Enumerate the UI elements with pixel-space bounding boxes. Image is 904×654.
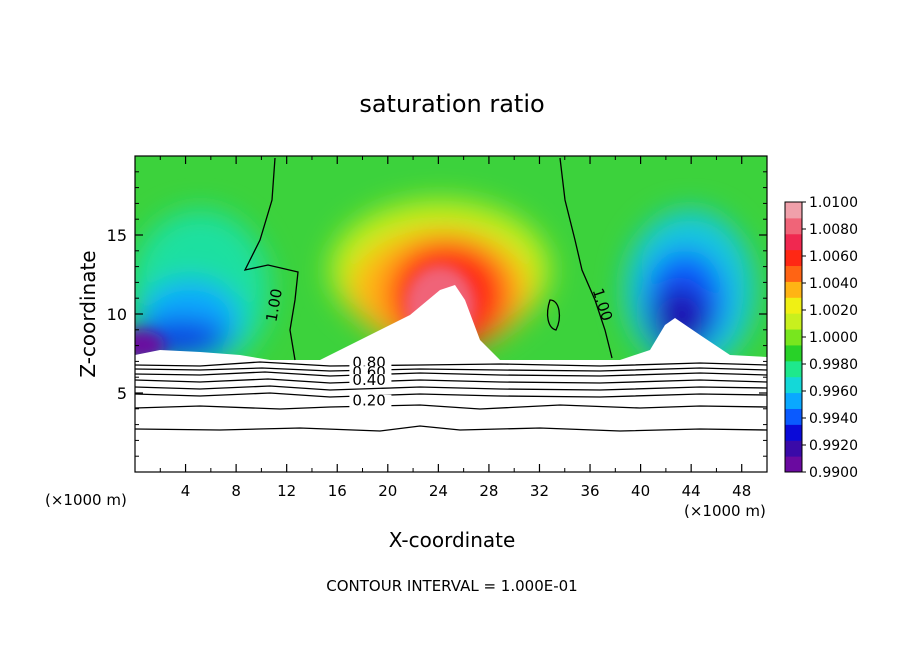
colorbar-swatch [785,440,802,457]
x-tick-label: 48 [732,482,751,500]
contour-0.60 [135,371,767,377]
contour-label: 0.40 [352,371,385,389]
colorbar: 1.0100 1.0080 1.0060 1.0040 1.0020 1.0000 0.99… [784,195,858,481]
x-tick-label: 20 [378,482,397,500]
x-axis-label: X-coordinate [389,528,516,552]
colorbar-label: 1.0020 [809,303,858,319]
x-unit-right: (×1000 m) [684,502,766,520]
contour-0.50 [135,378,767,384]
x-tick-label: 28 [479,482,498,500]
colorbar-swatch [785,344,802,362]
colorbar-label: 0.9900 [809,465,858,481]
colorbar-label: 1.0100 [809,195,858,211]
colorbar-swatch [785,297,802,314]
colorbar-swatch [785,424,802,441]
contour-1.00-left [243,157,299,361]
white-below-region [135,285,767,472]
colorbar-swatch [785,456,802,473]
x-tick-label: 4 [181,482,191,500]
contour-0.70 [135,367,767,372]
x-unit-left: (×1000 m) [45,491,127,509]
chart-title: saturation ratio [359,90,544,118]
contour-label-group: 0.20 [349,392,392,410]
colorbar-label: 0.9940 [809,411,858,427]
colorbar-swatch [785,329,802,346]
contour-0.10 [135,425,767,432]
colorbar-swatch [785,265,802,282]
x-tick-label: 36 [580,482,599,500]
contour-0.20 [135,404,767,410]
colorbar-label: 1.0000 [809,330,858,346]
y-tick-label: 5 [117,384,127,403]
contour-lines [135,157,767,432]
colorbar-swatch [785,392,802,409]
y-axis-label: Z-coordinate [76,250,100,377]
colorbar-label: 0.9980 [809,357,858,373]
x-axis-ticks: 4 8 12 16 20 24 28 32 36 40 44 48 [159,156,751,500]
colorbar-label: 1.0040 [809,276,858,292]
x-tick-label: 24 [429,482,448,500]
colorbar-label: 1.0060 [809,249,858,265]
y-axis-ticks: 5 10 15 [107,171,767,457]
contour-label: 0.20 [352,392,385,410]
colorbar-label: 0.9920 [809,438,858,454]
colorbar-swatch [785,202,802,219]
y-tick-label: 15 [107,226,127,245]
plot-area [135,156,767,472]
contour-0.30 [135,392,767,398]
contour-label-bg [349,394,392,408]
colorbar-swatch [785,217,802,235]
colorbar-label: 1.0080 [809,222,858,238]
contour-interval-note: CONTOUR INTERVAL = 1.000E-01 [326,577,577,595]
contour-labels: 1.00 1.000.800.600.400.20 [262,286,616,410]
y-tick-label: 10 [107,305,127,324]
colorbar-swatch [785,249,802,267]
contour-label-group: 0.40 [349,371,392,389]
contour-1.00-right [559,157,613,359]
contour-0.40 [135,385,767,391]
colorbar-swatch [785,408,802,425]
x-tick-label: 8 [231,482,241,500]
x-tick-label: 32 [530,482,549,500]
x-tick-label: 16 [328,482,347,500]
contour-1.00-loop [546,299,561,331]
colorbar-swatch [785,281,802,298]
contour-label: 1.00 [262,287,286,323]
contour-label-bg [349,374,392,388]
colorbar-swatch [785,376,802,394]
colorbar-swatch [785,233,802,251]
colorbar-label: 0.9960 [809,384,858,400]
x-tick-label: 12 [277,482,296,500]
colorbar-swatch [785,360,802,378]
colorbar-swatch [785,313,802,330]
contour-0.80 [135,361,767,367]
x-tick-label: 44 [682,482,701,500]
x-tick-label: 40 [631,482,650,500]
contour-label-group: 1.00 [262,287,286,323]
